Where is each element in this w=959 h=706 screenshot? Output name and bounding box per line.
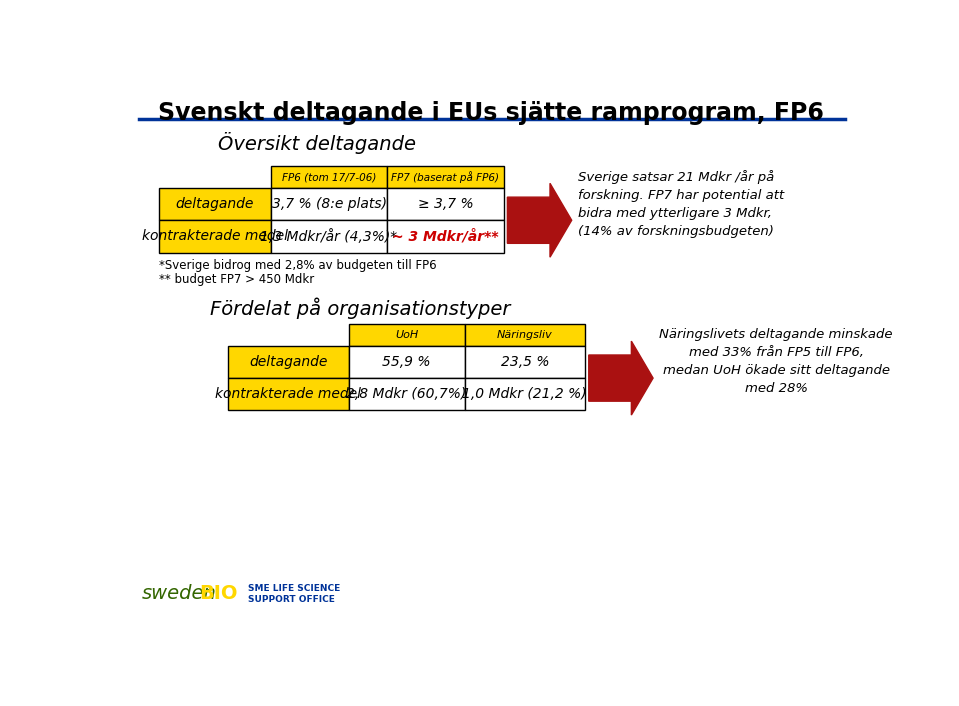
FancyBboxPatch shape xyxy=(387,220,503,253)
Text: Svenskt deltagande i EUs sjätte ramprogram, FP6: Svenskt deltagande i EUs sjätte ramprogr… xyxy=(158,101,824,125)
FancyBboxPatch shape xyxy=(465,346,585,378)
Text: FP6 (tom 17/7-06): FP6 (tom 17/7-06) xyxy=(282,172,376,182)
Text: Översikt deltagande: Översikt deltagande xyxy=(219,132,416,154)
Text: Sverige satsar 21 Mdkr /år på
forskning. FP7 har potential att
bidra med ytterli: Sverige satsar 21 Mdkr /år på forskning.… xyxy=(578,170,784,238)
Polygon shape xyxy=(507,184,572,257)
FancyBboxPatch shape xyxy=(348,346,465,378)
FancyBboxPatch shape xyxy=(228,346,348,378)
FancyBboxPatch shape xyxy=(158,188,271,220)
Text: deltagande: deltagande xyxy=(249,355,328,369)
Text: ** budget FP7 > 450 Mdkr: ** budget FP7 > 450 Mdkr xyxy=(158,273,314,286)
Text: ≥ 3,7 %: ≥ 3,7 % xyxy=(417,197,473,211)
Text: SME LIFE SCIENCE: SME LIFE SCIENCE xyxy=(247,584,340,593)
Text: kontrakterade medel: kontrakterade medel xyxy=(216,388,362,401)
FancyBboxPatch shape xyxy=(271,220,387,253)
Text: Näringsliv: Näringsliv xyxy=(497,330,552,340)
FancyBboxPatch shape xyxy=(387,167,503,188)
FancyBboxPatch shape xyxy=(465,378,585,410)
Text: BIO: BIO xyxy=(199,584,238,603)
FancyBboxPatch shape xyxy=(158,220,271,253)
Text: UoH: UoH xyxy=(395,330,418,340)
FancyBboxPatch shape xyxy=(271,167,387,188)
Polygon shape xyxy=(589,341,653,415)
Text: deltagande: deltagande xyxy=(175,197,254,211)
Text: 55,9 %: 55,9 % xyxy=(383,355,431,369)
Text: 2,8 Mdkr (60,7%): 2,8 Mdkr (60,7%) xyxy=(346,388,467,401)
FancyBboxPatch shape xyxy=(348,378,465,410)
Text: 23,5 %: 23,5 % xyxy=(501,355,550,369)
Text: *Sverige bidrog med 2,8% av budgeten till FP6: *Sverige bidrog med 2,8% av budgeten til… xyxy=(158,258,436,272)
FancyBboxPatch shape xyxy=(271,188,387,220)
Text: ~ 3 Mdkr/år**: ~ 3 Mdkr/år** xyxy=(392,229,499,244)
Text: 1,3 Mdkr/år (4,3%)*: 1,3 Mdkr/år (4,3%)* xyxy=(261,229,398,244)
FancyBboxPatch shape xyxy=(228,378,348,410)
Text: FP7 (baserat på FP6): FP7 (baserat på FP6) xyxy=(391,171,500,183)
Text: 3,7 % (8:e plats): 3,7 % (8:e plats) xyxy=(271,197,386,211)
FancyBboxPatch shape xyxy=(387,188,503,220)
Text: sweden: sweden xyxy=(142,584,217,603)
Text: SUPPORT OFFICE: SUPPORT OFFICE xyxy=(247,594,335,604)
FancyBboxPatch shape xyxy=(465,324,585,346)
Text: kontrakterade medel: kontrakterade medel xyxy=(142,229,288,244)
Text: Näringslivets deltagande minskade
med 33% från FP5 till FP6,
medan UoH ökade sit: Näringslivets deltagande minskade med 33… xyxy=(659,328,893,395)
Text: 1,0 Mdkr (21,2 %): 1,0 Mdkr (21,2 %) xyxy=(462,388,587,401)
FancyBboxPatch shape xyxy=(348,324,465,346)
Text: Fördelat på organisationstyper: Fördelat på organisationstyper xyxy=(210,297,510,318)
